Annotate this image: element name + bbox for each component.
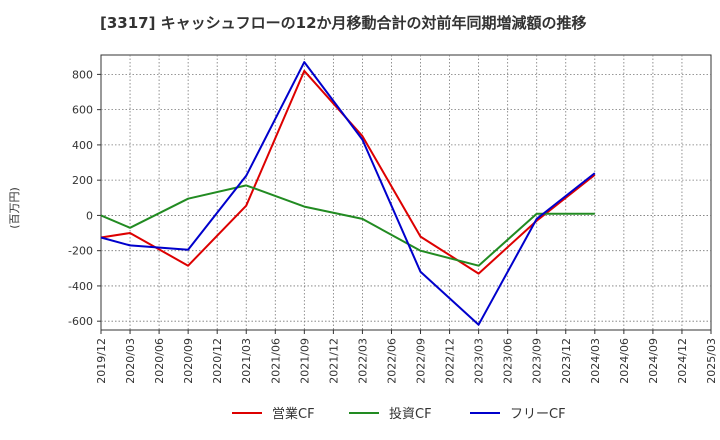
y-tick-label: 800 [72, 68, 93, 81]
x-tick-label: 2023/09 [531, 338, 544, 384]
x-tick-label: 2023/06 [502, 338, 515, 384]
y-tick-label: -200 [68, 245, 93, 258]
x-tick-label: 2024/12 [676, 338, 689, 384]
x-tick-label: 2022/03 [356, 338, 369, 384]
x-tick-label: 2020/03 [124, 338, 137, 384]
x-tick-label: 2022/12 [444, 338, 457, 384]
y-tick-label: 200 [72, 174, 93, 187]
x-tick-label: 2023/12 [560, 338, 573, 384]
chart-title: [3317] キャッシュフローの12か月移動合計の対前年同期増減額の推移 [100, 14, 587, 32]
x-tick-label: 2024/09 [647, 338, 660, 384]
x-tick-label: 2023/03 [473, 338, 486, 384]
x-tick-label: 2025/03 [705, 338, 718, 384]
x-tick-label: 2020/12 [211, 338, 224, 384]
y-tick-label: 400 [72, 139, 93, 152]
x-tick-label: 2021/03 [240, 338, 253, 384]
series-line-2 [100, 184, 595, 267]
y-tick-label: 0 [86, 209, 93, 222]
x-axis-ticks: 2019/12 2020/03 2020/06 2020/09 2020/12 2021/… [95, 330, 718, 384]
legend-label-1: 営業CF [272, 406, 315, 422]
x-tick-label: 2019/12 [95, 338, 108, 384]
series-line-1 [100, 69, 596, 275]
grid-lines [101, 55, 711, 330]
x-tick-label: 2022/06 [385, 338, 398, 384]
x-tick-label: 2020/06 [153, 338, 166, 384]
x-tick-label: 2021/06 [269, 338, 282, 384]
y-tick-label: 600 [72, 104, 93, 117]
y-tick-label: -600 [68, 315, 93, 328]
x-tick-label: 2024/06 [618, 338, 631, 384]
y-axis-ticks: -600 -400 -200 0 200 400 600 800 [68, 68, 101, 328]
series-lines [100, 61, 596, 326]
legend: 営業CF 投資CF フリーCF [232, 406, 566, 422]
x-tick-label: 2021/12 [327, 338, 340, 384]
plot-area [100, 54, 712, 331]
x-tick-label: 2020/09 [182, 338, 195, 384]
legend-label-2: 投資CF [389, 406, 432, 422]
x-tick-label: 2022/09 [415, 338, 428, 384]
x-tick-label: 2021/09 [298, 338, 311, 384]
legend-label-3: フリーCF [510, 407, 566, 422]
y-tick-label: -400 [68, 280, 93, 293]
series-line-3 [100, 61, 596, 326]
x-tick-label: 2024/03 [589, 338, 602, 384]
